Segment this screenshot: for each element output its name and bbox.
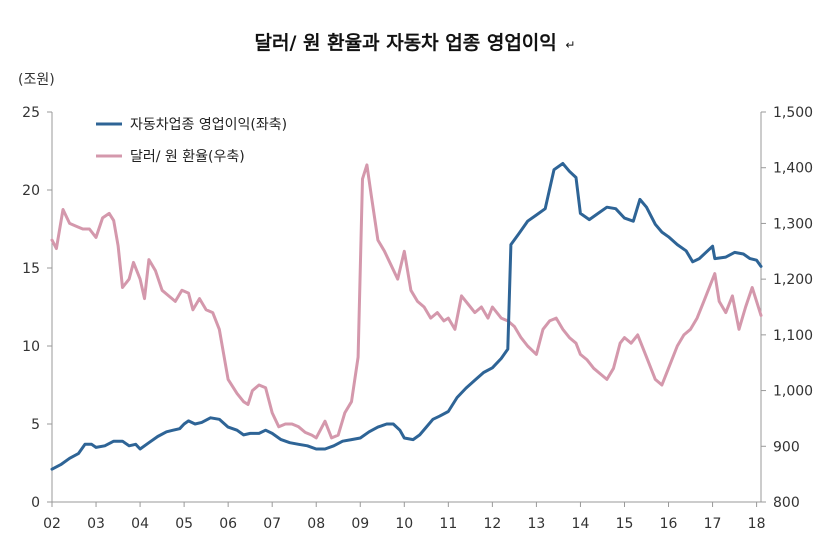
series-line-exchange-rate [50,163,763,440]
left-axis-tick-label: 10 [22,339,40,355]
series-layer [50,162,763,471]
x-axis-tick-label: 05 [175,516,193,532]
x-axis-tick-label: 08 [307,516,325,532]
right-axis-tick-label: 1,200 [773,272,813,288]
x-axis-tick-label: 06 [219,516,237,532]
x-axis-tick-label: 17 [704,516,722,532]
left-axis-tick-label: 5 [31,417,40,433]
legend-label-operating-profit: 자동차업종 영업이익(좌축) [130,117,287,133]
x-axis-tick-label: 09 [351,516,369,532]
x-axis-tick-label: 18 [748,516,766,532]
right-axis: 800 900 1,000 1,100 1,200 1,300 1,400 1,500 [760,105,813,511]
right-axis-tick-label: 1,400 [773,161,813,177]
right-axis-tick-label: 1,500 [773,105,813,121]
left-axis-tick-label: 25 [22,105,40,121]
x-axis-tick-label: 02 [43,516,61,532]
left-axis-tick-label: 15 [22,261,40,277]
x-axis: 02 03 04 05 06 07 08 09 10 11 12 13 14 15 16 17 18 [43,501,766,532]
x-axis-tick-label: 14 [572,516,590,532]
x-axis-tick-label: 03 [87,516,105,532]
right-axis-tick-label: 800 [773,495,800,511]
series-line-operating-profit [50,162,763,471]
x-axis-tick-label: 04 [131,516,149,532]
x-axis-tick-label: 13 [527,516,545,532]
x-axis-tick-label: 15 [616,516,634,532]
x-axis-tick-label: 16 [660,516,678,532]
right-axis-tick-label: 1,000 [773,384,813,400]
chart-title: 달러/ 원 환율과 자동차 업종 영업이익 ↵ [255,32,576,54]
legend: 자동차업종 영업이익(좌축) 달러/ 원 환율(우축) [96,117,287,165]
right-axis-tick-label: 900 [773,439,800,455]
left-axis-tick-label: 20 [22,183,40,199]
right-axis-tick-label: 1,100 [773,328,813,344]
legend-label-exchange-rate: 달러/ 원 환율(우축) [130,149,245,165]
x-axis-tick-label: 10 [395,516,413,532]
x-axis-tick-label: 11 [439,516,457,532]
left-axis: 0 5 10 15 20 25 [22,105,53,511]
right-axis-tick-label: 1,300 [773,216,813,232]
left-axis-tick-label: 0 [31,495,40,511]
x-axis-tick-label: 07 [263,516,281,532]
x-axis-tick-label: 12 [483,516,501,532]
left-axis-unit-label: (조원) [18,72,55,88]
